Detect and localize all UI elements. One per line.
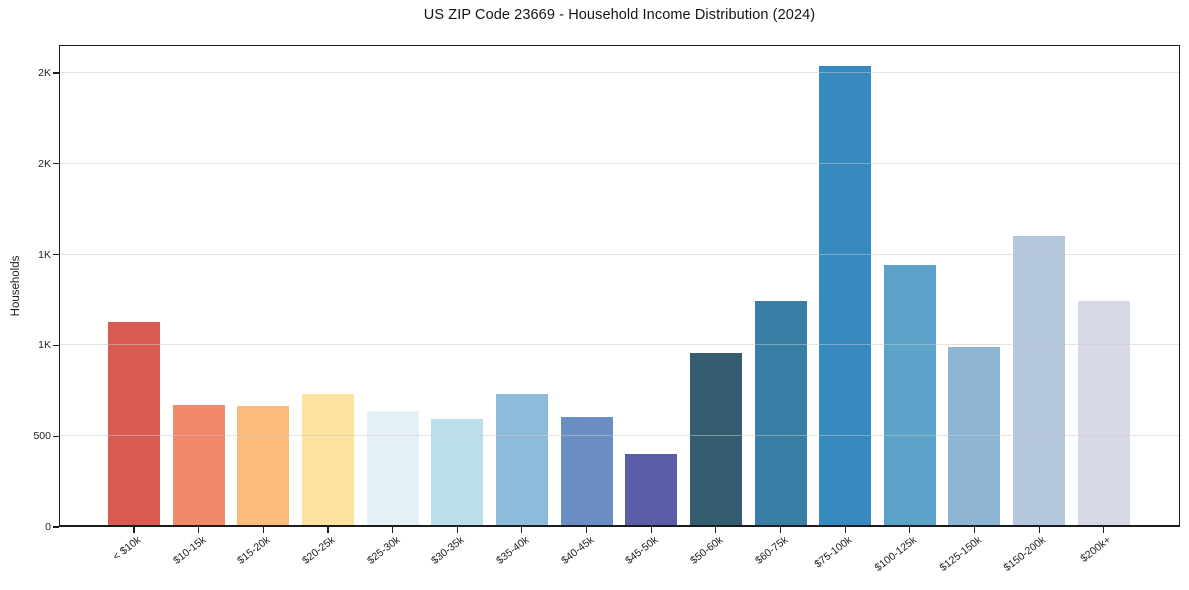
x-tick-mark <box>650 527 652 533</box>
bar-14 <box>1013 236 1066 527</box>
x-tick-mark <box>715 527 717 533</box>
x-tick-mark <box>909 527 911 533</box>
x-tick-label: $35-40k <box>493 534 532 567</box>
x-tick-label: $45-50k <box>623 534 661 567</box>
bar-13 <box>948 347 1001 527</box>
bar-0 <box>108 321 160 527</box>
bar-10 <box>754 300 807 527</box>
x-tick-mark <box>392 527 394 533</box>
x-tick-mark <box>844 527 846 533</box>
x-tick-label: $20-25k <box>300 534 338 567</box>
x-tick-mark <box>262 527 264 533</box>
x-tick-label: $60-75k <box>752 534 790 567</box>
x-tick-label: $40-45k <box>558 534 596 567</box>
x-tick-label: $15-20k <box>235 534 273 567</box>
x-tick-mark <box>1103 527 1105 533</box>
x-tick-mark <box>779 527 782 533</box>
x-tick-mark <box>1038 527 1040 533</box>
y-tick-mark <box>53 163 59 165</box>
y-tick-mark <box>53 526 59 528</box>
bar-4 <box>366 410 419 527</box>
x-tick-label: < $10k <box>110 534 144 564</box>
x-tick-mark <box>198 527 200 533</box>
y-tick-label: 2K <box>38 66 51 79</box>
x-tick-label: $10-15k <box>170 534 209 567</box>
y-tick-mark <box>53 344 59 346</box>
x-tick-label: $200k+ <box>1078 534 1114 565</box>
gridline <box>59 162 1180 164</box>
x-tick-label: $50-60k <box>687 534 726 567</box>
y-tick-mark <box>53 72 59 74</box>
y-tick-mark <box>53 435 59 437</box>
x-tick-mark <box>133 527 135 533</box>
bar-5 <box>431 418 484 527</box>
y-tick-label: 500 <box>33 430 51 443</box>
bar-15 <box>1077 300 1130 527</box>
bar-12 <box>883 265 936 527</box>
y-tick-label: 0 <box>45 521 51 533</box>
x-tick-label: $75-100k <box>812 534 855 571</box>
y-tick-mark <box>53 253 59 256</box>
bar-3 <box>301 394 354 527</box>
bar-9 <box>689 352 742 527</box>
gridline <box>59 71 1180 73</box>
x-tick-label: $150-200k <box>1002 534 1049 575</box>
bar-2 <box>237 406 290 527</box>
y-axis-label: Households <box>10 255 22 317</box>
x-tick-label: $25-30k <box>364 534 402 567</box>
x-tick-mark <box>521 527 523 533</box>
bar-6 <box>495 393 548 527</box>
bar-11 <box>819 65 872 527</box>
gridline <box>59 435 1180 437</box>
gridline <box>59 344 1180 346</box>
bar-8 <box>625 454 678 527</box>
y-tick-label: 2K <box>38 157 51 170</box>
x-tick-label: $100-125k <box>872 534 920 575</box>
x-tick-mark <box>973 527 976 533</box>
x-tick-mark <box>327 527 329 533</box>
gridline <box>59 253 1180 255</box>
y-tick-label: 1K <box>38 248 51 261</box>
bar-1 <box>172 405 225 527</box>
chart-title: US ZIP Code 23669 - Household Income Dis… <box>423 7 816 23</box>
y-tick-label: 1K <box>38 339 51 352</box>
x-tick-label: $30-35k <box>429 534 467 567</box>
plot-area <box>59 45 1180 527</box>
bar-7 <box>560 417 613 527</box>
x-tick-label: $125-150k <box>937 534 984 575</box>
x-tick-mark <box>456 527 458 533</box>
x-tick-mark <box>585 527 588 533</box>
